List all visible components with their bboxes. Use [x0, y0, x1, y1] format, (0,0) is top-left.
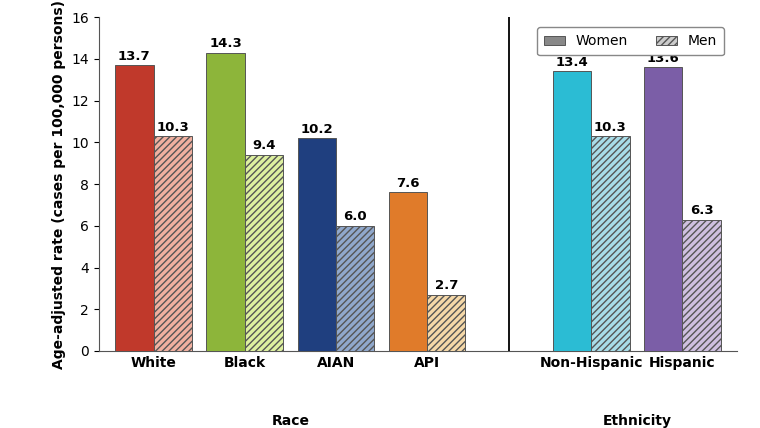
Text: 9.4: 9.4	[252, 140, 276, 152]
Text: 2.7: 2.7	[435, 279, 458, 292]
Bar	[207, 53, 245, 351]
Bar	[154, 136, 192, 351]
Bar	[644, 67, 682, 351]
Bar	[591, 136, 629, 351]
Text: 7.6: 7.6	[396, 177, 420, 190]
Y-axis label: Age-adjusted rate (cases per 100,000 persons): Age-adjusted rate (cases per 100,000 per…	[52, 0, 66, 369]
Bar	[682, 220, 720, 351]
Text: 13.4: 13.4	[556, 56, 588, 69]
Text: 6.3: 6.3	[690, 204, 714, 217]
Text: 6.0: 6.0	[344, 210, 367, 223]
Legend: Women, Men: Women, Men	[537, 27, 724, 55]
Bar	[336, 226, 374, 351]
Bar	[427, 294, 465, 351]
Bar	[553, 71, 591, 351]
Bar	[298, 138, 336, 351]
Bar	[116, 65, 154, 351]
Text: Ethnicity: Ethnicity	[603, 413, 671, 428]
Text: 14.3: 14.3	[209, 37, 242, 50]
Bar	[245, 155, 283, 351]
Text: 10.3: 10.3	[594, 121, 627, 134]
Bar	[389, 193, 427, 351]
Text: 13.6: 13.6	[647, 52, 679, 65]
Text: 10.3: 10.3	[157, 121, 189, 134]
Text: 13.7: 13.7	[118, 50, 150, 62]
Text: 10.2: 10.2	[300, 123, 333, 136]
Text: Race: Race	[271, 413, 309, 428]
